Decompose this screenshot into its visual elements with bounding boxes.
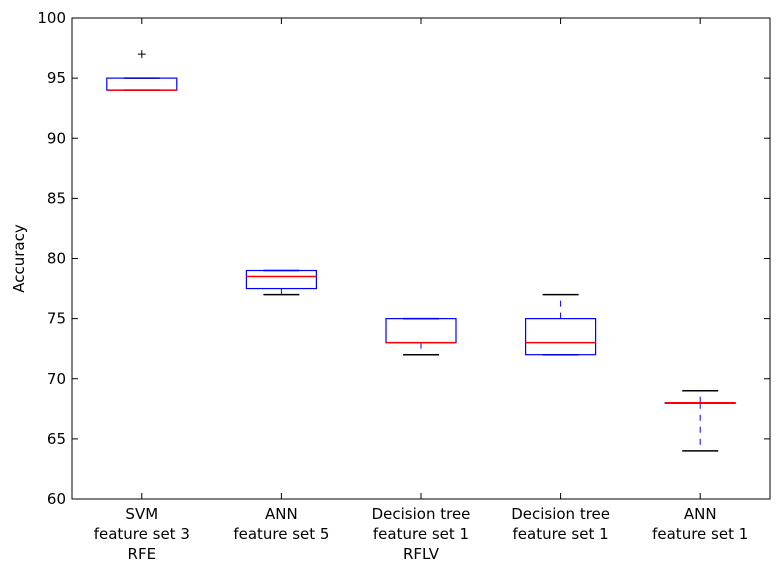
y-tick-label: 80 bbox=[47, 250, 66, 268]
x-tick-label: ANN bbox=[684, 505, 717, 523]
box-body bbox=[106, 77, 178, 91]
x-tick-label: SVM bbox=[125, 505, 158, 523]
y-tick-label: 75 bbox=[47, 310, 66, 328]
x-tick-label: feature set 5 bbox=[233, 525, 329, 543]
box-body bbox=[385, 318, 457, 344]
y-tick-label: 100 bbox=[37, 9, 66, 27]
box-body bbox=[245, 269, 317, 290]
x-tick-label: feature set 3 bbox=[94, 525, 190, 543]
box-4 bbox=[524, 293, 597, 356]
y-tick-label: 85 bbox=[47, 189, 66, 207]
box-5 bbox=[664, 390, 736, 452]
box-2 bbox=[245, 269, 317, 296]
y-tick-label: 90 bbox=[47, 129, 66, 147]
x-tick-label: RFE bbox=[128, 545, 157, 563]
x-tick-label: Decision tree bbox=[511, 505, 610, 523]
y-tick-label: 60 bbox=[47, 490, 66, 508]
x-tick-label: feature set 1 bbox=[513, 525, 609, 543]
x-axis: SVM feature set 3 RFE ANN feature set 5 Decis… bbox=[94, 18, 748, 563]
x-tick-label: feature set 1 bbox=[652, 525, 748, 543]
box-3 bbox=[385, 317, 457, 356]
x-tick-label: Decision tree bbox=[372, 505, 471, 523]
outlier-point bbox=[137, 50, 146, 59]
x-tick-label: feature set 1 bbox=[373, 525, 469, 543]
box-body bbox=[524, 318, 597, 356]
x-tick-label: RFLV bbox=[403, 545, 440, 563]
y-axis-label: Accuracy bbox=[10, 224, 28, 293]
plot-marks bbox=[106, 50, 736, 452]
y-tick-label: 70 bbox=[47, 370, 66, 388]
y-tick-label: 95 bbox=[47, 69, 66, 87]
x-tick-label: ANN bbox=[265, 505, 298, 523]
y-tick-label: 65 bbox=[47, 430, 66, 448]
y-axis: 60 65 70 75 80 85 90 95 100 bbox=[37, 9, 770, 508]
box-1 bbox=[106, 50, 178, 91]
